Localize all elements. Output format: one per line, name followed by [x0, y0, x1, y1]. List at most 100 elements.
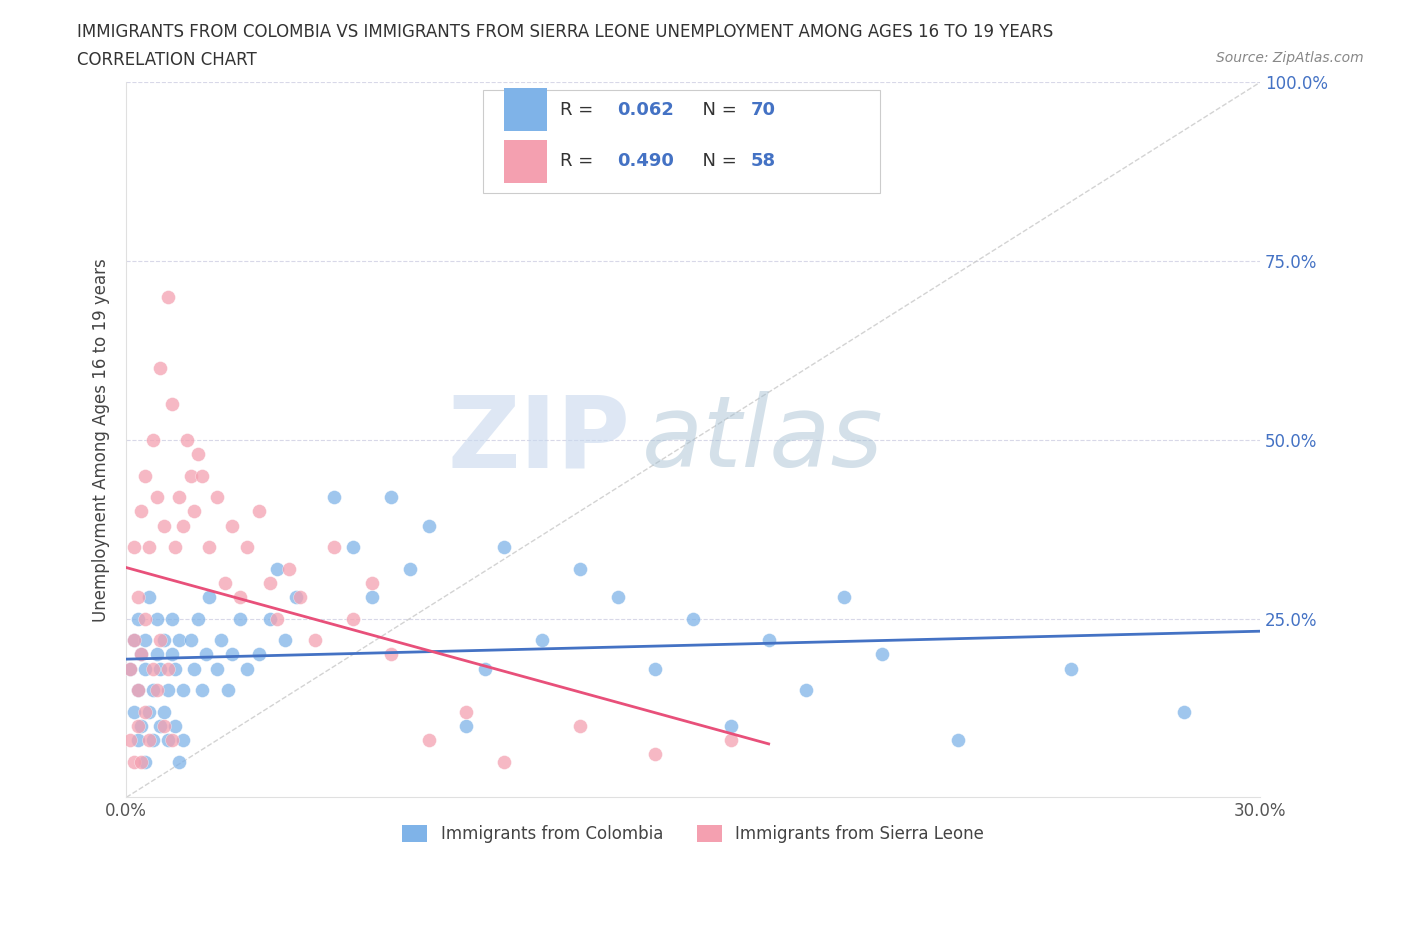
Point: [236, 539, 259, 554]
Point: [142, 683, 165, 698]
Text: atlas: atlas: [643, 392, 884, 488]
Point: [153, 518, 176, 533]
Point: [380, 647, 402, 662]
Point: [228, 590, 250, 604]
Point: [134, 661, 156, 676]
Point: [134, 611, 156, 626]
Point: [172, 683, 194, 698]
Point: [198, 539, 221, 554]
Point: [142, 661, 165, 676]
Text: R =: R =: [561, 153, 599, 170]
Point: [167, 632, 190, 647]
Text: 0.490: 0.490: [617, 153, 673, 170]
Point: [149, 632, 172, 647]
Point: [946, 733, 969, 748]
Point: [145, 611, 167, 626]
Point: [418, 518, 440, 533]
Point: [127, 683, 149, 698]
Point: [160, 397, 183, 412]
Point: [149, 361, 172, 376]
Point: [120, 733, 142, 748]
Point: [494, 754, 516, 769]
Point: [138, 539, 160, 554]
FancyBboxPatch shape: [484, 89, 880, 193]
Point: [160, 647, 183, 662]
Point: [127, 683, 149, 698]
Point: [832, 590, 855, 604]
Legend: Immigrants from Colombia, Immigrants from Sierra Leone: Immigrants from Colombia, Immigrants fro…: [396, 818, 990, 850]
Point: [361, 590, 384, 604]
Point: [228, 611, 250, 626]
Point: [323, 539, 346, 554]
Point: [120, 661, 142, 676]
Point: [134, 468, 156, 483]
Point: [127, 611, 149, 626]
Point: [530, 632, 553, 647]
Point: [127, 719, 149, 734]
Point: [247, 647, 270, 662]
Point: [187, 611, 209, 626]
Point: [236, 661, 259, 676]
Point: [221, 647, 243, 662]
Point: [277, 561, 299, 576]
Point: [288, 590, 311, 604]
Point: [156, 683, 179, 698]
Point: [194, 647, 217, 662]
Text: 0.062: 0.062: [617, 100, 673, 119]
Point: [191, 683, 214, 698]
Point: [474, 661, 496, 676]
Point: [127, 733, 149, 748]
Point: [285, 590, 308, 604]
Point: [165, 539, 187, 554]
Point: [644, 661, 666, 676]
Point: [221, 518, 243, 533]
Point: [134, 704, 156, 719]
Point: [183, 661, 205, 676]
Point: [187, 446, 209, 461]
Point: [142, 733, 165, 748]
Point: [145, 647, 167, 662]
Point: [131, 504, 153, 519]
Point: [682, 611, 704, 626]
Point: [720, 719, 742, 734]
Point: [259, 611, 281, 626]
Text: CORRELATION CHART: CORRELATION CHART: [77, 51, 257, 69]
Point: [145, 683, 167, 698]
Text: 70: 70: [751, 100, 776, 119]
FancyBboxPatch shape: [503, 140, 547, 183]
Point: [568, 561, 591, 576]
Point: [131, 754, 153, 769]
Point: [720, 733, 742, 748]
Point: [122, 632, 145, 647]
Point: [176, 432, 198, 447]
Point: [606, 590, 628, 604]
Point: [134, 754, 156, 769]
Point: [122, 754, 145, 769]
Point: [138, 590, 160, 604]
Point: [205, 661, 228, 676]
Point: [138, 704, 160, 719]
Point: [191, 468, 214, 483]
Point: [274, 632, 297, 647]
Point: [122, 704, 145, 719]
Text: N =: N =: [690, 100, 742, 119]
Point: [153, 719, 176, 734]
Point: [122, 632, 145, 647]
Point: [149, 661, 172, 676]
Point: [342, 539, 364, 554]
Point: [165, 661, 187, 676]
Point: [127, 590, 149, 604]
Text: R =: R =: [561, 100, 599, 119]
Y-axis label: Unemployment Among Ages 16 to 19 years: Unemployment Among Ages 16 to 19 years: [93, 258, 110, 622]
Point: [156, 289, 179, 304]
Point: [183, 504, 205, 519]
Text: ZIP: ZIP: [449, 392, 631, 488]
Point: [1173, 704, 1195, 719]
Point: [217, 683, 239, 698]
Point: [342, 611, 364, 626]
Point: [247, 504, 270, 519]
Point: [398, 561, 420, 576]
Point: [456, 719, 478, 734]
Point: [456, 704, 478, 719]
Text: Source: ZipAtlas.com: Source: ZipAtlas.com: [1216, 51, 1364, 65]
